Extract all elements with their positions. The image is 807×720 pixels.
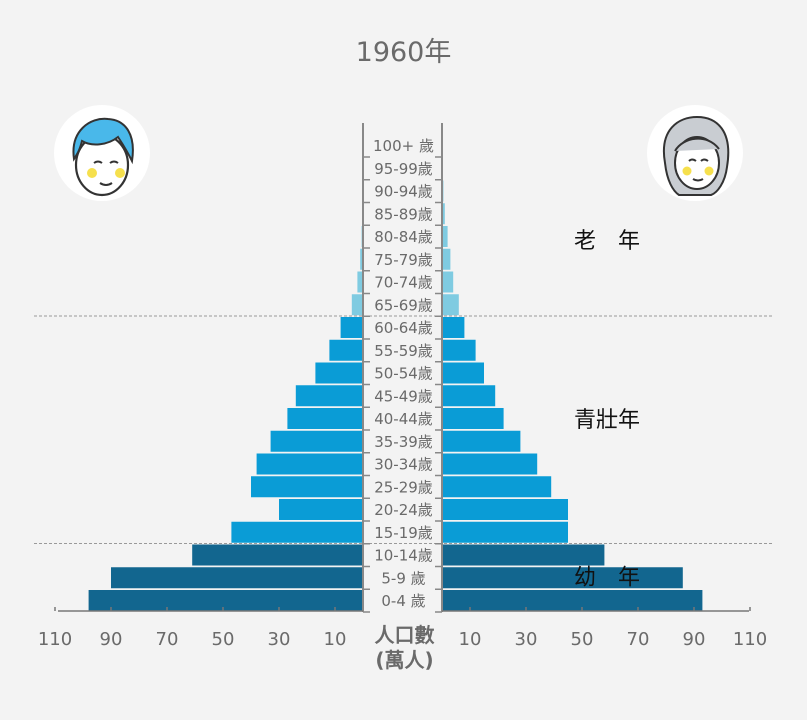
age-tick-label: 40-44歲: [374, 410, 433, 428]
bar-right: [442, 544, 605, 566]
age-tick-label: 30-34歲: [374, 456, 433, 474]
bar-right: [442, 226, 448, 247]
bar-right: [442, 430, 521, 452]
bar-right: [442, 590, 703, 611]
age-tick-label: 85-89歲: [374, 205, 433, 223]
age-tick-label: 95-99歲: [374, 160, 433, 178]
bar-right: [442, 453, 538, 475]
bar-left: [251, 476, 363, 498]
bar-right: [442, 476, 552, 498]
age-tick-label: 50-54歲: [374, 365, 433, 383]
x-tick-label: 70: [156, 629, 179, 650]
bar-right: [442, 248, 451, 270]
x-tick-label: 50: [571, 629, 594, 650]
bar-right: [442, 317, 465, 338]
bar-left: [357, 271, 363, 293]
bar-right: [442, 339, 476, 361]
boy-face-icon: [52, 103, 152, 203]
bar-right: [442, 567, 683, 589]
bar-left: [88, 590, 363, 611]
age-tick-label: 5-9 歲: [381, 569, 425, 587]
bar-left: [315, 362, 363, 384]
age-group-label: 老 年: [574, 229, 640, 254]
chart-title: 1960年: [355, 37, 452, 68]
bar-left: [279, 499, 363, 520]
bar-left: [192, 544, 363, 566]
bar-left: [111, 567, 363, 589]
bar-right: [442, 294, 459, 316]
age-tick-label: 20-24歲: [374, 501, 433, 519]
x-tick-label: 50: [212, 629, 235, 650]
bar-left: [287, 408, 363, 429]
bar-right: [442, 521, 568, 543]
bar-right: [442, 499, 568, 520]
age-tick-label: 90-94歲: [374, 183, 433, 201]
age-group-label: 幼 年: [574, 565, 640, 590]
age-tick-label: 60-64歲: [374, 319, 433, 337]
girl-face-icon: [645, 103, 745, 203]
age-tick-label: 80-84歲: [374, 228, 433, 246]
age-tick-label: 55-59歲: [374, 342, 433, 360]
x-tick-label: 90: [100, 629, 123, 650]
bar-right: [442, 362, 484, 384]
bar-left: [351, 294, 363, 316]
x-tick-label: 70: [627, 629, 650, 650]
bar-right: [442, 408, 504, 429]
age-tick-label: 35-39歲: [374, 433, 433, 451]
x-tick-label: 110: [38, 629, 72, 650]
age-group-label: 青壯年: [574, 408, 640, 433]
x-axis-label: (萬人): [375, 648, 433, 672]
bar-left: [340, 317, 363, 338]
age-tick-label: 45-49歲: [374, 387, 433, 405]
x-axis-label: 人口數: [375, 623, 435, 647]
bar-left: [270, 430, 363, 452]
age-tick-label: 25-29歲: [374, 478, 433, 496]
bar-left: [295, 385, 363, 407]
bar-left: [360, 248, 363, 270]
x-tick-label: 30: [268, 629, 291, 650]
age-tick-label: 10-14歲: [374, 547, 433, 565]
age-tick-label: 75-79歲: [374, 251, 433, 269]
bar-left: [329, 339, 363, 361]
age-tick-label: 15-19歲: [374, 524, 433, 542]
x-tick-label: 30: [515, 629, 538, 650]
x-tick-label: 10: [324, 629, 347, 650]
bar-left: [231, 521, 363, 543]
bar-right: [442, 385, 496, 407]
bar-right: [442, 203, 445, 225]
age-tick-label: 0-4 歲: [381, 592, 425, 610]
x-tick-label: 10: [459, 629, 482, 650]
bar-left: [256, 453, 363, 475]
x-tick-label: 110: [733, 629, 767, 650]
bar-right: [442, 271, 454, 293]
age-tick-label: 100+ 歲: [373, 137, 434, 155]
age-tick-label: 70-74歲: [374, 274, 433, 292]
age-tick-label: 65-69歲: [374, 296, 433, 314]
x-tick-label: 90: [683, 629, 706, 650]
